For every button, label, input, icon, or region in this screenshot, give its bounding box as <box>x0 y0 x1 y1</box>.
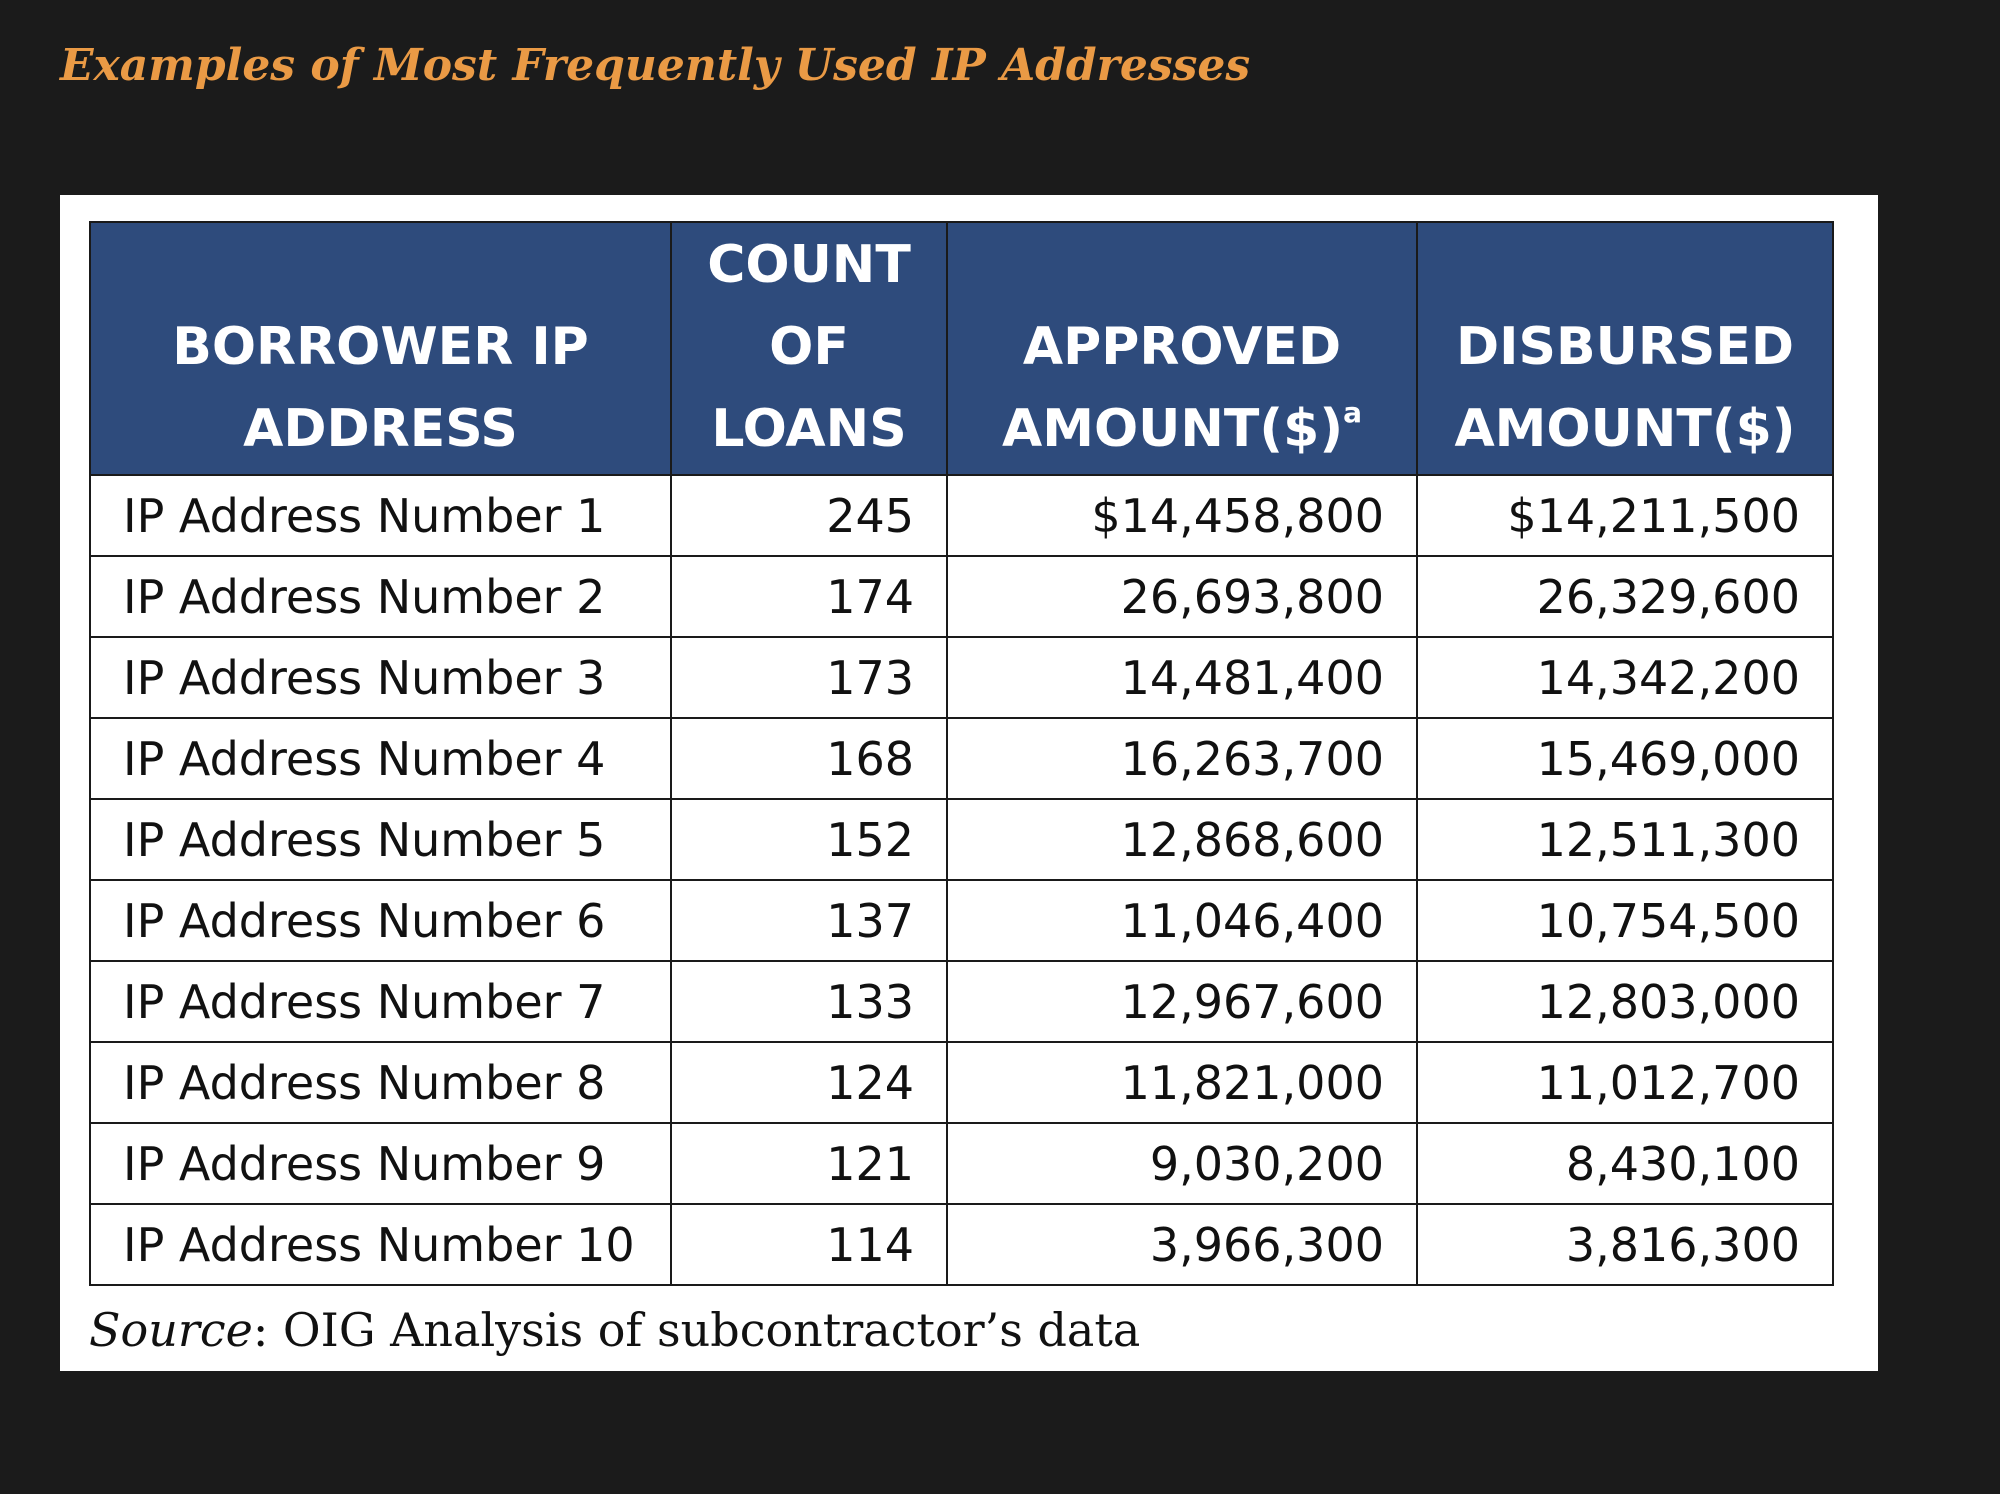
cell-value: 14,481,400 <box>946 636 1418 719</box>
cell-value: 3,966,300 <box>946 1203 1418 1286</box>
cell-value: 174 <box>670 555 948 638</box>
header-row: BORROWER IP ADDRESS COUNT OF LOANS APPROVE… <box>89 221 1834 476</box>
cell-value: 3,816,300 <box>1416 1203 1834 1286</box>
column-header-text: COUNT OF LOANS <box>707 235 911 459</box>
footnote-marker: a <box>1343 396 1363 429</box>
cell-value: 14,342,200 <box>1416 636 1834 719</box>
table-row: IP Address Number 2 174 26,693,800 26,329,6… <box>89 555 1834 638</box>
table-row: IP Address Number 1 245 $14,458,800 $14,211… <box>89 474 1834 557</box>
row-label: IP Address Number 7 <box>89 960 672 1043</box>
cell-value: 114 <box>670 1203 948 1286</box>
cell-value: 11,046,400 <box>946 879 1418 962</box>
cell-value: 12,868,600 <box>946 798 1418 881</box>
table-row: IP Address Number 9 121 9,030,200 8,430,100 <box>89 1122 1834 1205</box>
column-header: COUNT OF LOANS <box>670 221 948 476</box>
row-label: IP Address Number 3 <box>89 636 672 719</box>
cell-value: 12,803,000 <box>1416 960 1834 1043</box>
title: Examples of Most Frequently Used IP Addr… <box>60 40 1251 91</box>
column-header: APPROVED AMOUNT($)a <box>946 221 1418 476</box>
table-row: IP Address Number 10 114 3,966,300 3,816,30… <box>89 1203 1834 1286</box>
cell-value: 10,754,500 <box>1416 879 1834 962</box>
source-text: : OIG Analysis of subcontractor’s data <box>252 1303 1141 1357</box>
row-label: IP Address Number 6 <box>89 879 672 962</box>
cell-value: 11,821,000 <box>946 1041 1418 1124</box>
row-label: IP Address Number 10 <box>89 1203 672 1286</box>
table-row: IP Address Number 8 124 11,821,000 11,012,7… <box>89 1041 1834 1124</box>
cell-value: 168 <box>670 717 948 800</box>
table-row: IP Address Number 3 173 14,481,400 14,342,2… <box>89 636 1834 719</box>
cell-value: 15,469,000 <box>1416 717 1834 800</box>
row-label: IP Address Number 4 <box>89 717 672 800</box>
cell-value: 12,967,600 <box>946 960 1418 1043</box>
cell-value: 245 <box>670 474 948 557</box>
row-label: IP Address Number 2 <box>89 555 672 638</box>
row-label: IP Address Number 1 <box>89 474 672 557</box>
cell-value: 152 <box>670 798 948 881</box>
table-panel: BORROWER IP ADDRESS COUNT OF LOANS APPROVE… <box>60 195 1878 1371</box>
cell-value: $14,458,800 <box>946 474 1418 557</box>
column-header: DISBURSED AMOUNT($) <box>1416 221 1834 476</box>
column-header: BORROWER IP ADDRESS <box>89 221 672 476</box>
cell-value: 121 <box>670 1122 948 1205</box>
cell-value: 124 <box>670 1041 948 1124</box>
cell-value: 26,693,800 <box>946 555 1418 638</box>
row-label: IP Address Number 5 <box>89 798 672 881</box>
table-row: IP Address Number 7 133 12,967,600 12,803,0… <box>89 960 1834 1043</box>
source-note: Source: OIG Analysis of subcontractor’s … <box>89 1303 1140 1357</box>
cell-value: 137 <box>670 879 948 962</box>
cell-value: 16,263,700 <box>946 717 1418 800</box>
row-label: IP Address Number 9 <box>89 1122 672 1205</box>
cell-value: 173 <box>670 636 948 719</box>
cell-value: 11,012,700 <box>1416 1041 1834 1124</box>
cell-value: 9,030,200 <box>946 1122 1418 1205</box>
column-header-text: DISBURSED AMOUNT($) <box>1454 317 1796 459</box>
cell-value: 12,511,300 <box>1416 798 1834 881</box>
data-table: BORROWER IP ADDRESS COUNT OF LOANS APPROVE… <box>89 221 1834 1286</box>
cell-value: $14,211,500 <box>1416 474 1834 557</box>
table-row: IP Address Number 5 152 12,868,600 12,511,3… <box>89 798 1834 881</box>
cell-value: 26,329,600 <box>1416 555 1834 638</box>
row-label: IP Address Number 8 <box>89 1041 672 1124</box>
table-row: IP Address Number 4 168 16,263,700 15,469,0… <box>89 717 1834 800</box>
cell-value: 133 <box>670 960 948 1043</box>
cell-value: 8,430,100 <box>1416 1122 1834 1205</box>
source-label: Source <box>89 1303 253 1357</box>
column-header-text: BORROWER IP ADDRESS <box>172 317 589 459</box>
table-row: IP Address Number 6 137 11,046,400 10,754,5… <box>89 879 1834 962</box>
table-body: IP Address Number 1 245 $14,458,800 $14,211… <box>89 474 1834 1286</box>
column-header-text: APPROVED AMOUNT($) <box>1001 317 1344 459</box>
